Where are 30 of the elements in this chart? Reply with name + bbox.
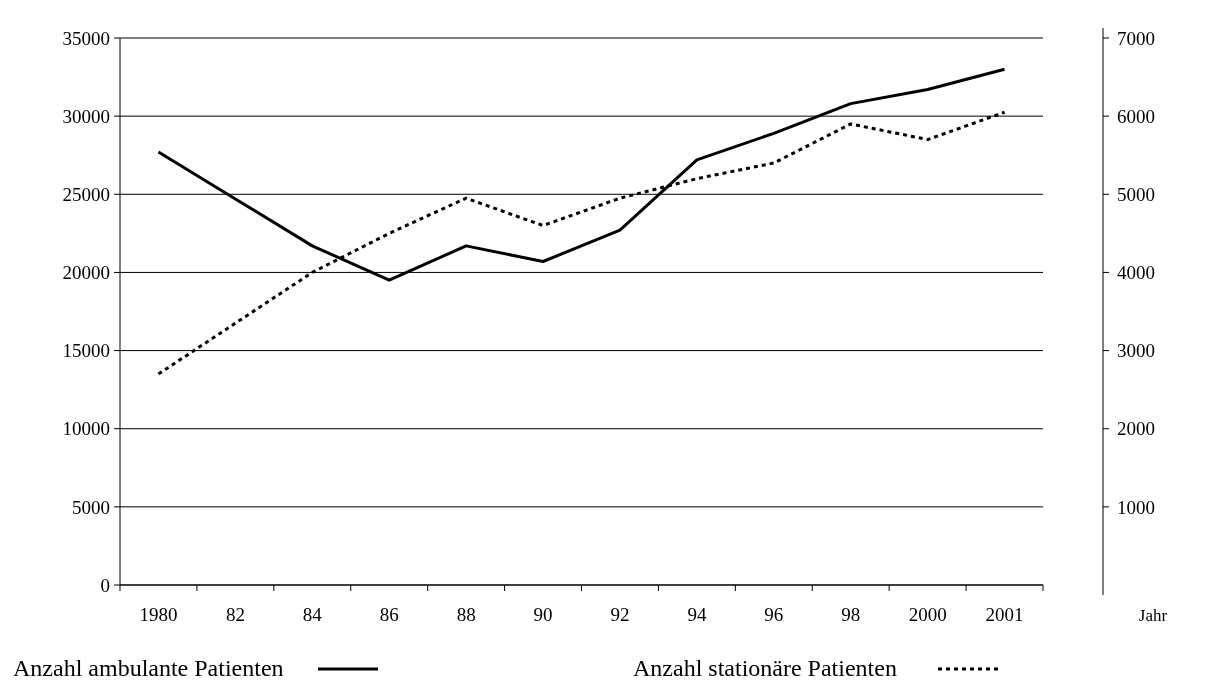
y-tick-label: 25000 bbox=[62, 183, 110, 205]
y2-tick-label: 2000 bbox=[1117, 418, 1155, 440]
x-tick-label: 92 bbox=[610, 604, 630, 625]
x-tick-label: 88 bbox=[456, 604, 476, 625]
y2-tick-label: 6000 bbox=[1117, 105, 1155, 127]
legend-label: Anzahl stationäre Patienten bbox=[633, 655, 897, 681]
x-tick-label: 1980 bbox=[139, 604, 178, 625]
y2-tick-label: 7000 bbox=[1117, 27, 1155, 49]
x-tick-label: 2000 bbox=[908, 604, 947, 625]
y2-tick-label: 5000 bbox=[1117, 183, 1155, 205]
y-tick-label: 5000 bbox=[72, 496, 110, 518]
y-tick-label: 35000 bbox=[62, 27, 110, 49]
y-tick-label: 30000 bbox=[62, 105, 110, 127]
y-tick-label: 20000 bbox=[62, 262, 110, 284]
x-tick-label: 94 bbox=[687, 604, 707, 625]
y-tick-label: 10000 bbox=[62, 418, 110, 440]
x-tick-label: 86 bbox=[379, 604, 399, 625]
x-tick-label: 82 bbox=[225, 604, 245, 625]
y2-tick-label: 4000 bbox=[1117, 262, 1155, 284]
y2-tick-label: 1000 bbox=[1117, 496, 1155, 518]
y-tick-label: 15000 bbox=[62, 340, 110, 362]
x-tick-label: 98 bbox=[841, 604, 861, 625]
y-tick-label: 0 bbox=[100, 574, 110, 596]
x-tick-label: 2001 bbox=[985, 604, 1024, 625]
x-tick-label: 84 bbox=[302, 604, 323, 625]
x-tick-label: 96 bbox=[764, 604, 784, 625]
legend-label: Anzahl ambulante Patienten bbox=[13, 655, 284, 681]
y2-tick-label: 3000 bbox=[1117, 340, 1155, 362]
x-axis-title: Jahr bbox=[1138, 606, 1168, 625]
x-tick-label: 90 bbox=[533, 604, 553, 625]
